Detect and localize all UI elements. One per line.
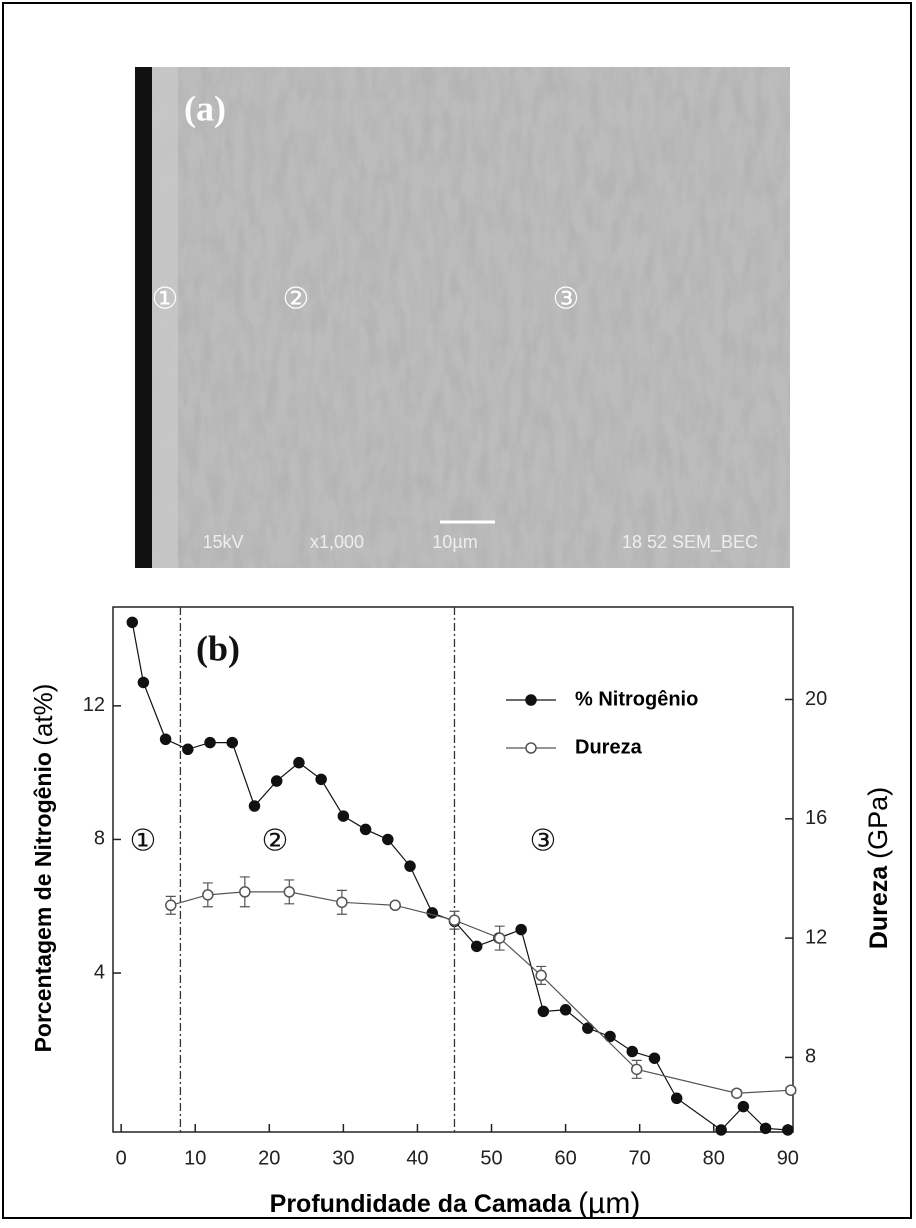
y-tick-label: 12: [83, 694, 105, 716]
panel-label: (a): [184, 88, 226, 128]
data-point: [239, 886, 251, 898]
data-point: [582, 1022, 594, 1034]
data-point: [670, 1092, 683, 1105]
y2-axis-title-text: Dureza: [865, 865, 893, 949]
y2-tick-label: 20: [805, 688, 827, 710]
zone-label: ①: [130, 824, 157, 859]
x-axis-unit: (µm): [578, 1187, 640, 1220]
data-point: [389, 899, 401, 912]
plot-frame: [112, 606, 794, 1133]
data-point: [759, 1122, 772, 1135]
data-point: [159, 733, 172, 746]
x-tick-label: 60: [554, 1147, 576, 1169]
y2-tick-label: 12: [805, 926, 827, 948]
data-point: [283, 886, 296, 898]
y2-axis-unit: (GPa): [863, 787, 893, 859]
x-tick-label: 20: [258, 1147, 280, 1169]
data-point: [337, 810, 350, 822]
data-point: [382, 833, 394, 846]
x-tick-label: 10: [184, 1147, 206, 1169]
zone-label: ②: [262, 824, 289, 859]
data-point: [559, 1004, 572, 1016]
sem-edge: [135, 67, 152, 568]
data-point: [737, 1100, 750, 1113]
data-point: [226, 736, 239, 749]
x-axis-title-text: Profundidade da Camada: [270, 1190, 573, 1218]
sem-layer: [152, 67, 178, 568]
sem-texture: [135, 67, 790, 568]
data-point: [535, 969, 547, 982]
data-point: [493, 932, 506, 944]
data-point: [336, 896, 348, 909]
data-point: [404, 860, 416, 872]
sem-info: x1,000: [310, 532, 364, 552]
x-tick-label: 90: [777, 1147, 799, 1169]
data-point: [204, 736, 216, 749]
y-tick-label: 8: [94, 828, 105, 850]
data-point: [448, 914, 461, 926]
data-point: [730, 1087, 743, 1099]
legend-marker: [525, 742, 537, 754]
data-point: [515, 923, 527, 936]
data-point: [182, 743, 194, 756]
data-point: [293, 756, 305, 769]
sem-info: 15kV: [202, 532, 243, 552]
zone-label: ①: [152, 282, 179, 317]
data-point: [248, 800, 261, 812]
data-point: [137, 676, 150, 689]
data-point: [426, 907, 439, 919]
data-point: [270, 775, 283, 787]
y2-tick-label: 8: [805, 1046, 816, 1068]
sem-image: (a) ① ② ③ 15kV x1,000 10µm 18 52 SEM_BEC: [135, 67, 790, 568]
data-point: [785, 1084, 797, 1096]
data-point: [537, 1005, 550, 1018]
data-point: [470, 940, 483, 953]
x-tick-label: 0: [116, 1147, 127, 1169]
legend-marker: [525, 694, 537, 706]
data-point: [202, 889, 214, 901]
legend-label: % Nitrogênio: [575, 688, 698, 710]
zone-label: ③: [530, 824, 557, 859]
data-point: [165, 899, 177, 912]
data-point: [315, 773, 327, 786]
data-point: [715, 1124, 727, 1136]
x-tick-label: 30: [332, 1147, 354, 1169]
x-axis-title: Profundidade da Camada (µm): [270, 1187, 641, 1220]
panel-label: (b): [196, 628, 240, 668]
y-axis-title: Porcentagem de Nitrogênio (at%): [28, 684, 58, 1053]
data-point: [782, 1124, 794, 1136]
sem-info: 10µm: [432, 532, 477, 552]
y2-axis-title: Dureza (GPa): [863, 787, 893, 949]
y-axis-unit: (at%): [28, 684, 58, 746]
data-point: [126, 616, 139, 629]
series-line: [170, 891, 791, 1094]
x-tick-label: 50: [480, 1147, 502, 1169]
y2-tick-label: 16: [805, 807, 827, 829]
zone-label: ③: [553, 282, 580, 317]
y-axis-title-text: Porcentagem de Nitrogênio: [30, 752, 56, 1052]
sem-info: 18 52 SEM_BEC: [622, 532, 758, 553]
x-tick-label: 70: [629, 1147, 651, 1169]
data-point: [604, 1030, 616, 1043]
data-point: [359, 823, 372, 836]
y-tick-label: 4: [94, 961, 105, 983]
x-tick-label: 80: [703, 1147, 725, 1169]
x-tick-label: 40: [406, 1147, 428, 1169]
data-point: [626, 1045, 639, 1058]
zone-label: ②: [283, 282, 310, 317]
data-point: [648, 1052, 661, 1064]
data-point: [630, 1063, 643, 1076]
legend-label: Dureza: [575, 736, 643, 758]
